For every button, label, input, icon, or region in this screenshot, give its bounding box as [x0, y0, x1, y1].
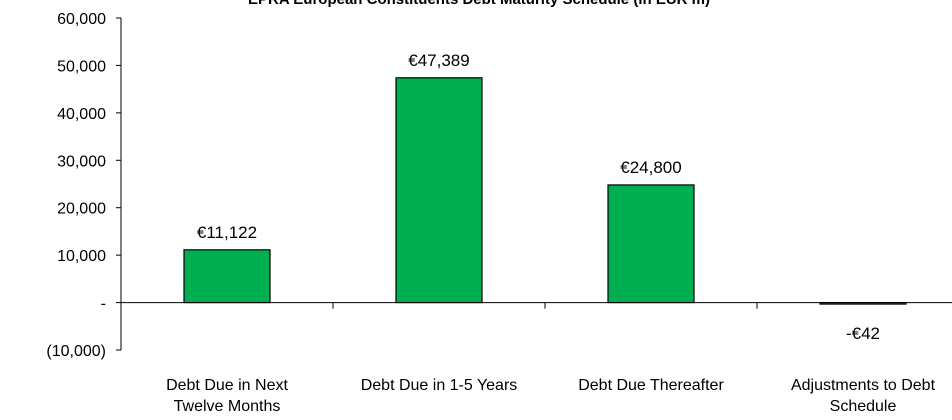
category-label: Twelve Months [174, 398, 281, 415]
data-labels: €11,122 €47,389 €24,800 -€42 [197, 51, 880, 343]
category-labels: Debt Due in Next Twelve Months Debt Due in… [166, 377, 936, 415]
y-tick-label: 50,000 [57, 58, 106, 75]
data-label: -€42 [846, 324, 880, 343]
category-label: Debt Due in 1-5 Years [361, 377, 518, 394]
y-tick-label: (10,000) [46, 343, 106, 360]
y-tick-label: 10,000 [57, 248, 106, 265]
category-label: Debt Due Thereafter [578, 377, 724, 394]
y-tick-label: 60,000 [57, 11, 106, 28]
bar [183, 249, 271, 304]
bar [395, 77, 483, 304]
category-label: Adjustments to Debt [791, 377, 936, 394]
bar [819, 301, 907, 305]
data-label: €47,389 [408, 51, 469, 70]
y-tick-label: - [101, 296, 106, 313]
y-axis: (10,000) - 10,000 20,000 30,000 40,000 50,000 6… [46, 11, 122, 360]
y-tick-label: 30,000 [57, 153, 106, 170]
data-label: €24,800 [620, 158, 681, 177]
category-label: Schedule [830, 398, 897, 415]
bars [183, 77, 907, 305]
bar [607, 184, 695, 304]
y-tick-label: 20,000 [57, 201, 106, 218]
y-tick-label: 40,000 [57, 106, 106, 123]
category-label: Debt Due in Next [166, 377, 288, 394]
chart-title: EPRA European Constituents Debt Maturity… [248, 0, 710, 8]
data-label: €11,122 [197, 223, 257, 242]
